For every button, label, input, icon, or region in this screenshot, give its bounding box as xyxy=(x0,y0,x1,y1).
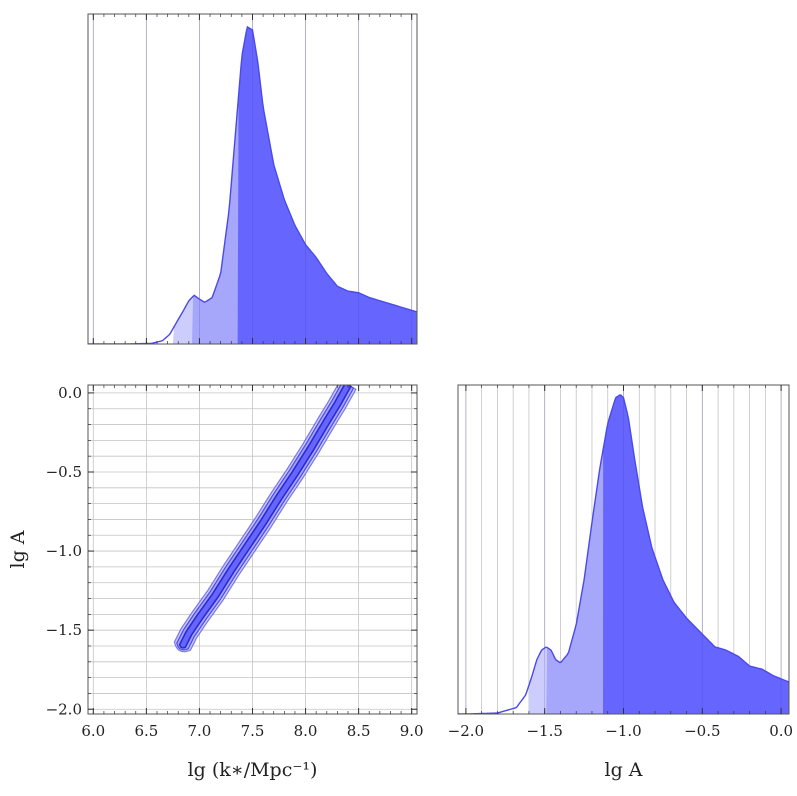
joint-contour-panel: 6.0 6.5 7.0 7.5 8.0 8.5 9.0 0.0 −0.5 −1.0 −1.5 −2.0 xyxy=(46,384,424,740)
joint-ytick-label: −0.5 xyxy=(46,463,82,481)
right-xtick-label: −1.0 xyxy=(605,722,641,740)
joint-xtick-label: 7.0 xyxy=(188,722,212,740)
top-band-1sigma xyxy=(237,26,417,344)
right-xtick-label: −1.5 xyxy=(526,722,562,740)
right-density-curve xyxy=(458,394,789,714)
joint-ytick-label: −1.0 xyxy=(46,542,82,560)
joint-xtick-label: 7.5 xyxy=(241,722,265,740)
joint-xtick-label: 6.5 xyxy=(134,722,158,740)
joint-xtick-label: 8.0 xyxy=(294,722,318,740)
joint-ytick-label: −1.5 xyxy=(46,621,82,639)
joint-plot-area xyxy=(88,385,417,714)
marginal-lgA-panel: −2.0 −1.5 −1.0 −0.5 0.0 xyxy=(448,384,793,740)
joint-ytick-label: 0.0 xyxy=(58,384,82,402)
joint-ylabel: lg A xyxy=(7,530,29,568)
contour-1sigma xyxy=(178,385,352,649)
marginal-lgk-panel xyxy=(87,13,418,345)
right-xtick-label: −0.5 xyxy=(684,722,720,740)
top-plot-area xyxy=(88,14,417,344)
joint-xtick-label: 6.0 xyxy=(81,722,105,740)
joint-ytick-label: −2.0 xyxy=(46,700,82,718)
joint-xtick-label: 9.0 xyxy=(400,722,424,740)
right-xtick-label: −2.0 xyxy=(448,722,484,740)
axis-labels: lg (k∗/Mpc⁻¹) lg A lg A xyxy=(7,530,643,781)
marginal-lgA-xlabel: lg A xyxy=(605,759,643,781)
joint-xtick-label: 8.5 xyxy=(347,722,371,740)
right-xtick-label: 0.0 xyxy=(769,722,793,740)
right-band-1sigma xyxy=(603,395,789,714)
joint-xlabel: lg (k∗/Mpc⁻¹) xyxy=(188,759,318,781)
right-plot-area xyxy=(458,385,789,714)
